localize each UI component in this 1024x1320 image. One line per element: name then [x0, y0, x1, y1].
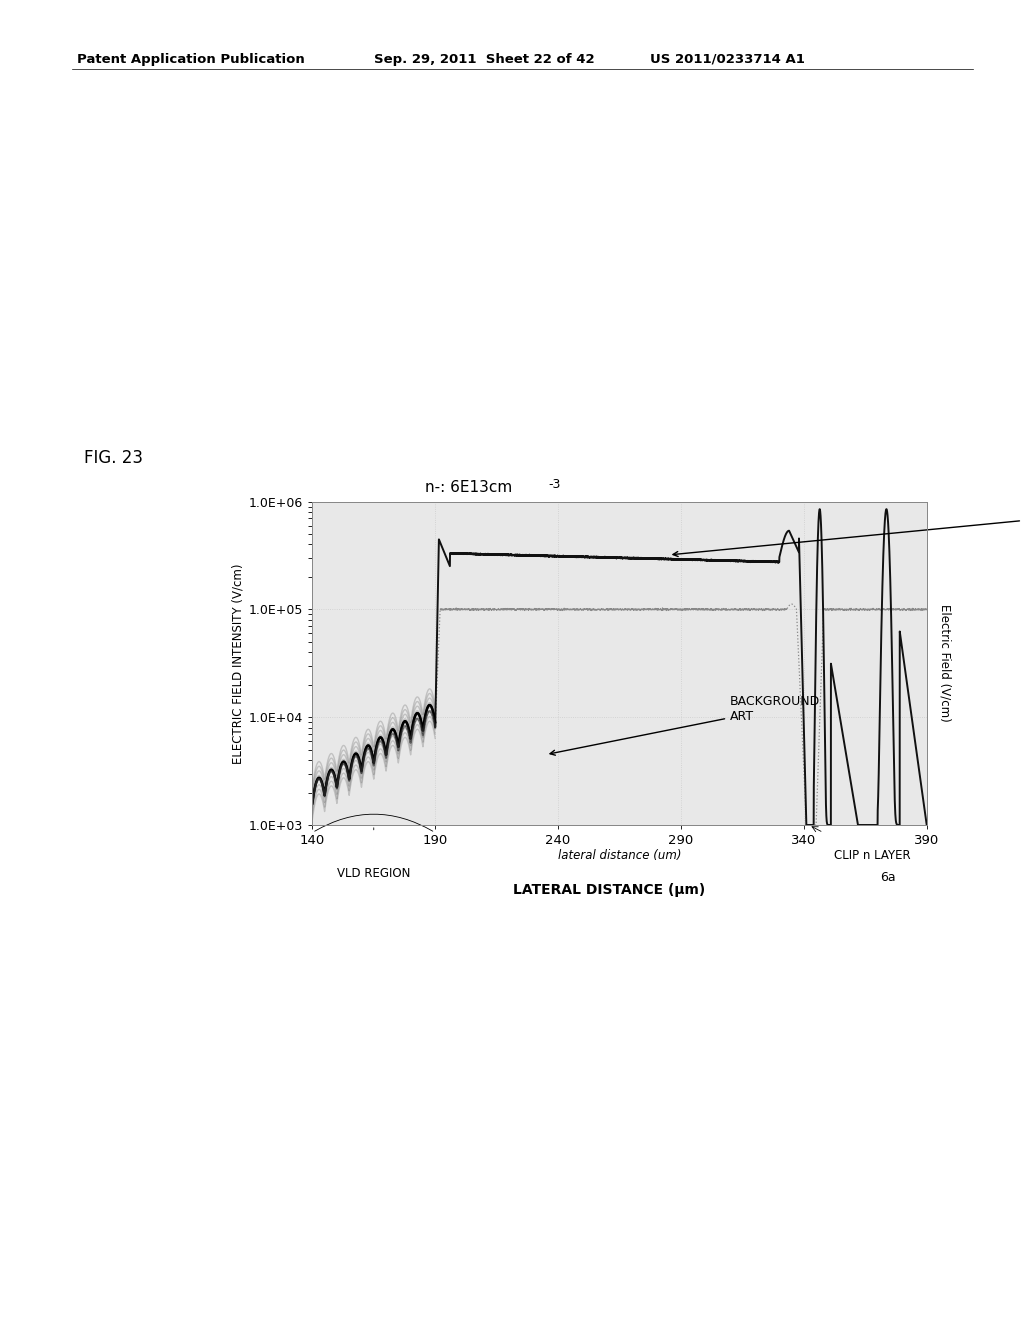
Text: FIG. 23: FIG. 23 [84, 449, 143, 467]
Text: EMBODIMENT 1: EMBODIMENT 1 [673, 508, 1024, 557]
Text: VLD REGION: VLD REGION [337, 867, 411, 880]
Text: -3: -3 [549, 478, 561, 491]
Text: lateral distance (um): lateral distance (um) [558, 849, 681, 862]
Text: LATERAL DISTANCE (μm): LATERAL DISTANCE (μm) [513, 883, 706, 898]
Y-axis label: ELECTRIC FIELD INTENSITY (V/cm): ELECTRIC FIELD INTENSITY (V/cm) [231, 564, 245, 763]
Y-axis label: Electric Field (V/cm): Electric Field (V/cm) [938, 605, 951, 722]
Text: 6a: 6a [880, 871, 895, 884]
Text: CLIP n LAYER: CLIP n LAYER [834, 849, 910, 862]
Text: US 2011/0233714 A1: US 2011/0233714 A1 [650, 53, 805, 66]
Text: Patent Application Publication: Patent Application Publication [77, 53, 304, 66]
Text: BACKGROUND
ART: BACKGROUND ART [550, 694, 820, 755]
Text: Sep. 29, 2011  Sheet 22 of 42: Sep. 29, 2011 Sheet 22 of 42 [374, 53, 594, 66]
Text: n-: 6E13cm: n-: 6E13cm [425, 480, 512, 495]
